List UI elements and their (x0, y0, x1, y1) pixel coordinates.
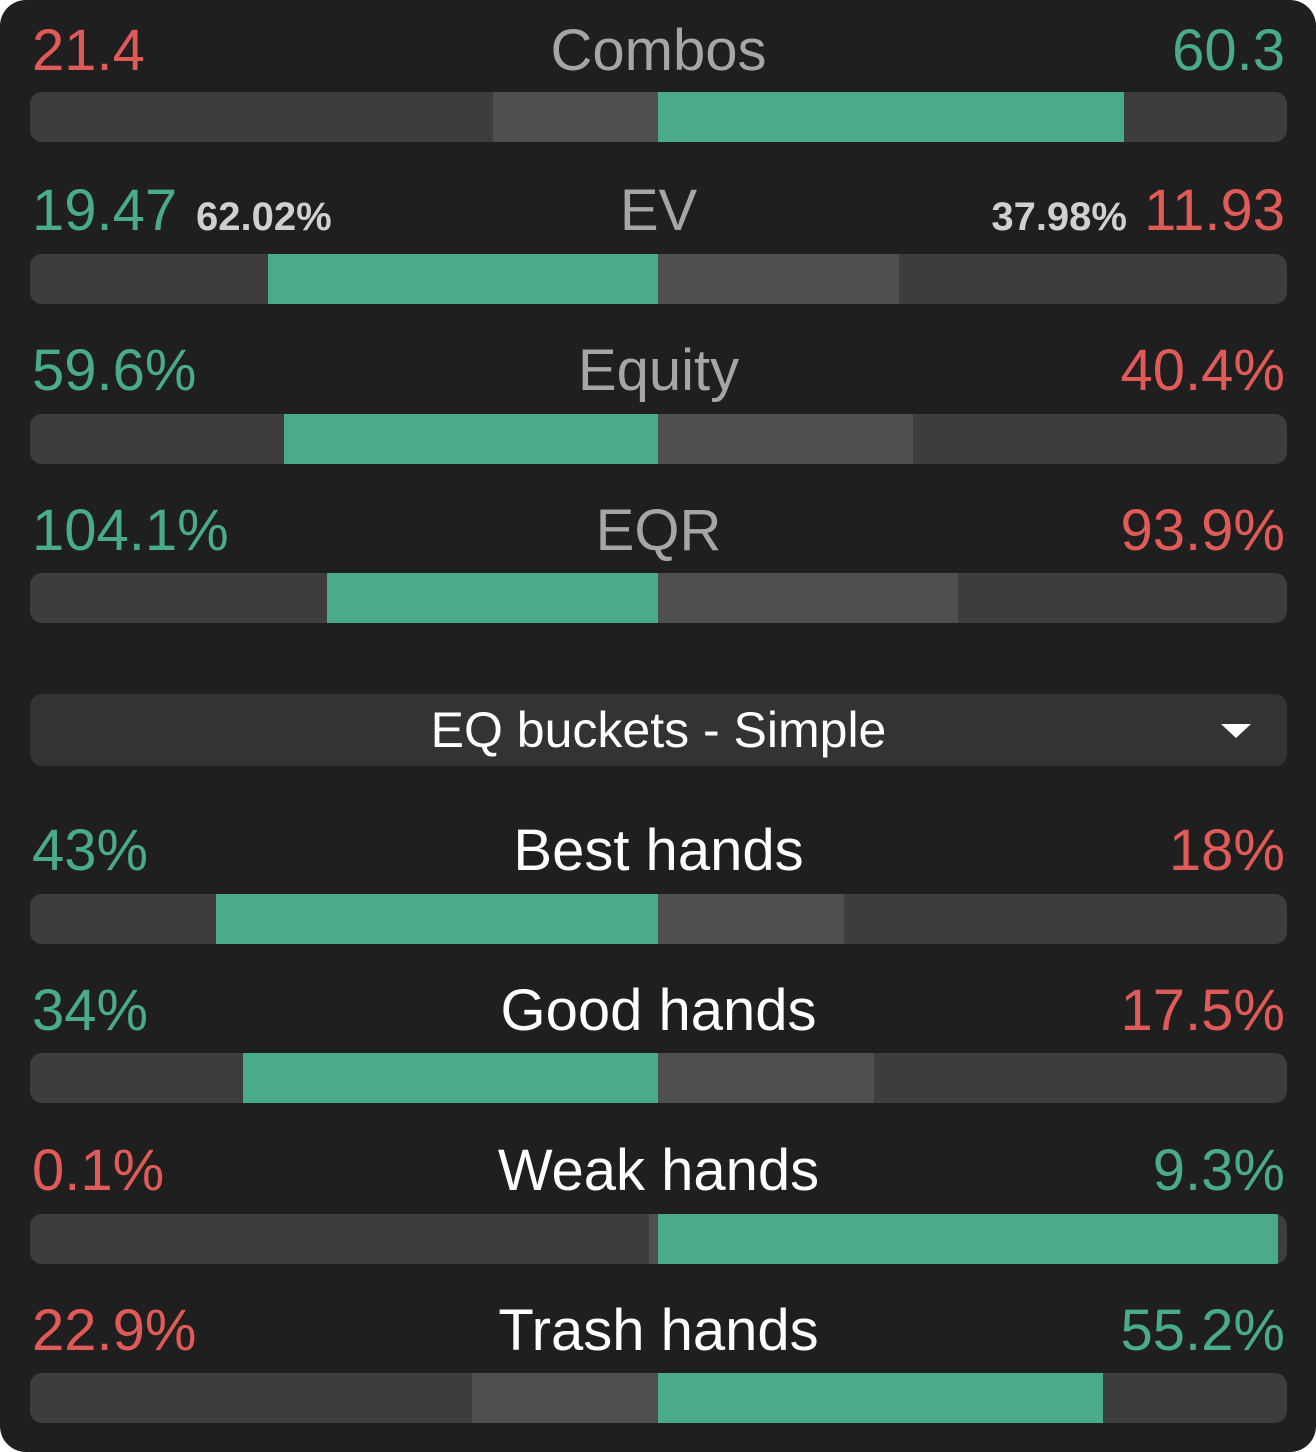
weak-hands-title: Weak hands (497, 1138, 820, 1203)
combos-right-value: 60.3 (1172, 18, 1285, 83)
bucket-good-hands: 34% Good hands 17.5% (30, 980, 1287, 1110)
ev-bar-opponent (658, 254, 899, 304)
eqr-bar-opponent (658, 573, 958, 623)
ev-right-percent: 37.98% (991, 195, 1127, 239)
weak-hands-bar (30, 1214, 1287, 1264)
trash-hands-bar-fill (658, 1373, 1103, 1423)
equity-title: Equity (577, 338, 740, 403)
ev-bar-fill (268, 254, 658, 304)
eqr-title: EQR (595, 498, 722, 563)
weak-hands-right-value: 9.3% (1152, 1138, 1285, 1203)
equity-bar-opponent (658, 414, 913, 464)
ev-bar (30, 254, 1287, 304)
good-hands-bar-opponent (658, 1053, 874, 1103)
good-hands-title: Good hands (500, 978, 817, 1043)
eqr-bar-fill (327, 573, 658, 623)
bucket-best-hands: 43% Best hands 18% (30, 820, 1287, 950)
combos-left-value: 21.4 (32, 18, 145, 83)
eq-buckets-dropdown-label: EQ buckets - Simple (430, 702, 887, 758)
eqr-right-value: 93.9% (1120, 498, 1285, 563)
trash-hands-title: Trash hands (498, 1298, 819, 1363)
stat-ev: 19.47 62.02% EV 37.98% 11.93 (30, 180, 1287, 310)
ev-left-value: 19.47 (32, 178, 178, 243)
combos-bar-fill (658, 92, 1124, 142)
stat-equity: 59.6% Equity 40.4% (30, 340, 1287, 470)
caret-down-icon (1221, 724, 1251, 738)
eqr-left-value: 104.1% (32, 498, 229, 563)
combos-bar-opponent (493, 92, 658, 142)
trash-hands-bar-opponent (472, 1373, 658, 1423)
eq-buckets-dropdown[interactable]: EQ buckets - Simple (30, 694, 1287, 766)
bucket-weak-hands: 0.1% Weak hands 9.3% (30, 1140, 1287, 1270)
weak-hands-left-value: 0.1% (32, 1138, 165, 1203)
bucket-trash-hands: 22.9% Trash hands 55.2% (30, 1300, 1287, 1430)
weak-hands-bar-fill (658, 1214, 1278, 1264)
ev-right-value: 11.93 (1144, 178, 1285, 243)
eqr-bar (30, 573, 1287, 623)
best-hands-bar-opponent (658, 894, 844, 944)
equity-bar (30, 414, 1287, 464)
good-hands-bar-fill (243, 1053, 658, 1103)
best-hands-bar-fill (216, 894, 658, 944)
best-hands-bar (30, 894, 1287, 944)
good-hands-bar (30, 1053, 1287, 1103)
equity-bar-fill (284, 414, 658, 464)
combos-title: Combos (550, 18, 767, 83)
stat-eqr: 104.1% EQR 93.9% (30, 500, 1287, 630)
best-hands-left-value: 43% (32, 818, 149, 883)
equity-right-value: 40.4% (1120, 338, 1285, 403)
stat-combos: 21.4 Combos 60.3 (30, 20, 1287, 150)
best-hands-right-value: 18% (1168, 818, 1285, 883)
equity-left-value: 59.6% (32, 338, 197, 403)
trash-hands-right-value: 55.2% (1120, 1298, 1285, 1363)
weak-hands-bar-opponent (649, 1214, 658, 1264)
trash-hands-bar (30, 1373, 1287, 1423)
good-hands-right-value: 17.5% (1120, 978, 1285, 1043)
good-hands-left-value: 34% (32, 978, 149, 1043)
trash-hands-left-value: 22.9% (32, 1298, 197, 1363)
ev-left-percent: 62.02% (196, 195, 332, 239)
best-hands-title: Best hands (513, 818, 804, 883)
ev-title: EV (619, 178, 698, 243)
combos-bar (30, 92, 1287, 142)
